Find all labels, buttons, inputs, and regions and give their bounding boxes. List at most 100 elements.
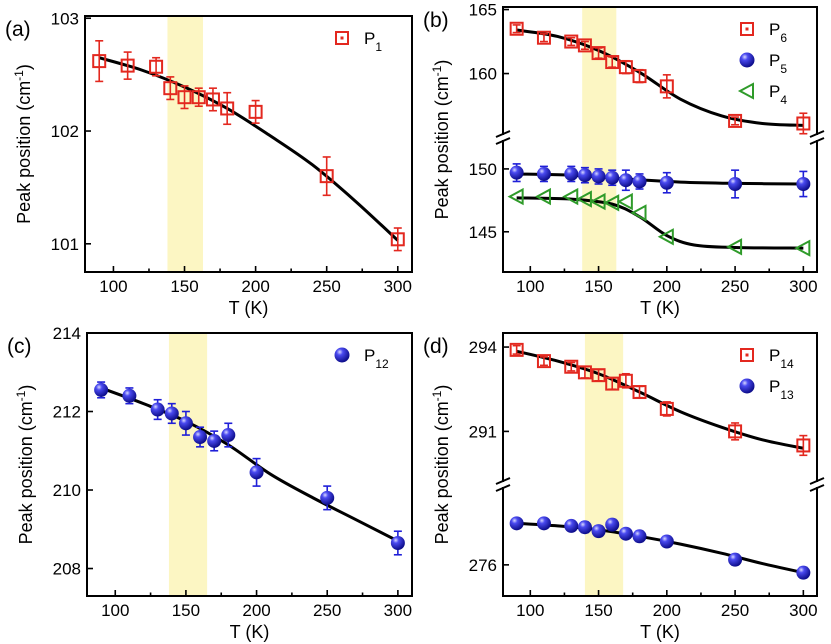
legend-name: P bbox=[769, 20, 780, 39]
series-P6: P6 bbox=[509, 20, 811, 135]
x-tick-label: 150 bbox=[584, 601, 612, 620]
data-point bbox=[618, 373, 633, 388]
x-tick-label: 250 bbox=[313, 601, 341, 620]
data-point bbox=[591, 169, 606, 184]
axis-break-mark bbox=[809, 130, 825, 138]
y-label-sup: -1 bbox=[14, 390, 28, 401]
y-tick-label: 212 bbox=[53, 403, 81, 422]
data-point bbox=[319, 169, 334, 184]
x-axis-label: T (K) bbox=[230, 622, 270, 642]
y-tick-label: 101 bbox=[51, 235, 79, 254]
data-point bbox=[249, 465, 264, 480]
data-point bbox=[605, 517, 620, 532]
data-point bbox=[618, 60, 633, 75]
data-point bbox=[564, 518, 579, 533]
x-tick-label: 300 bbox=[384, 601, 412, 620]
data-point bbox=[575, 190, 592, 208]
x-tick-label: 150 bbox=[584, 277, 612, 296]
y-label-close: ) bbox=[16, 385, 36, 391]
fit-curve bbox=[516, 196, 804, 250]
data-point bbox=[796, 177, 811, 191]
data-point bbox=[564, 166, 579, 181]
data-point bbox=[509, 342, 524, 357]
x-tick-label: 200 bbox=[241, 277, 269, 296]
data-point bbox=[591, 368, 606, 383]
axis-break-mark bbox=[495, 137, 511, 145]
legend-sub: 12 bbox=[375, 357, 389, 371]
series-P13: P13 bbox=[509, 377, 811, 580]
data-point bbox=[577, 38, 592, 53]
highlight-band bbox=[168, 334, 208, 595]
x-tick-label: 150 bbox=[172, 601, 200, 620]
legend-marker bbox=[740, 348, 754, 362]
legend-label: P13 bbox=[769, 377, 794, 402]
data-point bbox=[536, 516, 551, 531]
data-point bbox=[191, 90, 206, 105]
data-point bbox=[630, 204, 647, 222]
panel-b: 100 150 200 250 300 T (K) 160 165 145 150 Peak pos… bbox=[423, 1, 825, 318]
x-tick-label: 100 bbox=[99, 277, 127, 296]
data-point bbox=[207, 433, 222, 448]
x-tick-label: 200 bbox=[653, 601, 681, 620]
fit-curve bbox=[516, 349, 804, 450]
x-tick-label: 200 bbox=[653, 277, 681, 296]
data-point bbox=[577, 520, 592, 535]
data-point bbox=[728, 113, 743, 128]
legend-name: P bbox=[769, 377, 780, 396]
legend-label: P1 bbox=[364, 29, 382, 54]
fit-curve bbox=[100, 386, 399, 543]
axis-break-mark bbox=[495, 484, 511, 492]
axes-frame bbox=[84, 15, 413, 273]
y-tick-label: 160 bbox=[469, 65, 497, 84]
series-P12: P12 bbox=[94, 346, 405, 556]
legend-name: P bbox=[769, 51, 780, 70]
data-point bbox=[796, 438, 811, 453]
series-P4: P4 bbox=[507, 82, 811, 257]
data-point bbox=[577, 168, 592, 183]
y-tick-label: 214 bbox=[53, 324, 81, 343]
data-point bbox=[193, 430, 208, 445]
data-point bbox=[591, 46, 606, 61]
data-point bbox=[390, 536, 405, 551]
data-point bbox=[618, 526, 633, 541]
legend-marker-dot bbox=[745, 27, 749, 31]
legend-sub: 13 bbox=[780, 388, 794, 402]
fit-curve bbox=[516, 28, 804, 127]
x-axis-label: T (K) bbox=[640, 622, 680, 642]
data-point bbox=[509, 21, 524, 36]
data-point bbox=[605, 170, 620, 185]
panel-d: 100 150 200 250 300 T (K) 291 294 276 Peak positi… bbox=[423, 332, 825, 642]
legend-name: P bbox=[769, 82, 780, 101]
y-tick-label: 102 bbox=[51, 122, 79, 141]
data-point bbox=[163, 81, 178, 96]
data-point bbox=[221, 428, 236, 443]
data-point bbox=[591, 524, 606, 539]
data-point bbox=[632, 69, 647, 84]
legend-marker bbox=[335, 31, 349, 45]
data-point bbox=[632, 174, 647, 189]
legend-label: P5 bbox=[769, 51, 787, 76]
y-axis-label: Peak position (cm-1) bbox=[12, 64, 34, 224]
legend-sub: 4 bbox=[780, 93, 787, 107]
data-point bbox=[509, 165, 524, 180]
axis-break-mark bbox=[809, 484, 825, 492]
legend-label: P4 bbox=[769, 82, 787, 107]
y-tick-label: 210 bbox=[53, 481, 81, 500]
x-tick-label: 100 bbox=[101, 601, 129, 620]
y-label-sup: -1 bbox=[430, 65, 444, 76]
data-point bbox=[794, 239, 811, 257]
data-point bbox=[796, 565, 811, 580]
axes-frame-lower bbox=[502, 487, 818, 597]
legend-marker-dot bbox=[745, 353, 749, 357]
data-point bbox=[390, 232, 405, 247]
legend-marker bbox=[739, 378, 755, 394]
y-label-main: Peak position (cm bbox=[14, 81, 34, 224]
data-point bbox=[509, 516, 524, 531]
x-axis-label: T (K) bbox=[640, 298, 680, 318]
x-tick-label: 250 bbox=[721, 277, 749, 296]
data-point bbox=[632, 385, 647, 400]
data-point bbox=[507, 187, 524, 206]
y-tick-label: 165 bbox=[469, 1, 497, 20]
x-tick-label: 100 bbox=[516, 277, 544, 296]
x-tick-label: 100 bbox=[516, 601, 544, 620]
